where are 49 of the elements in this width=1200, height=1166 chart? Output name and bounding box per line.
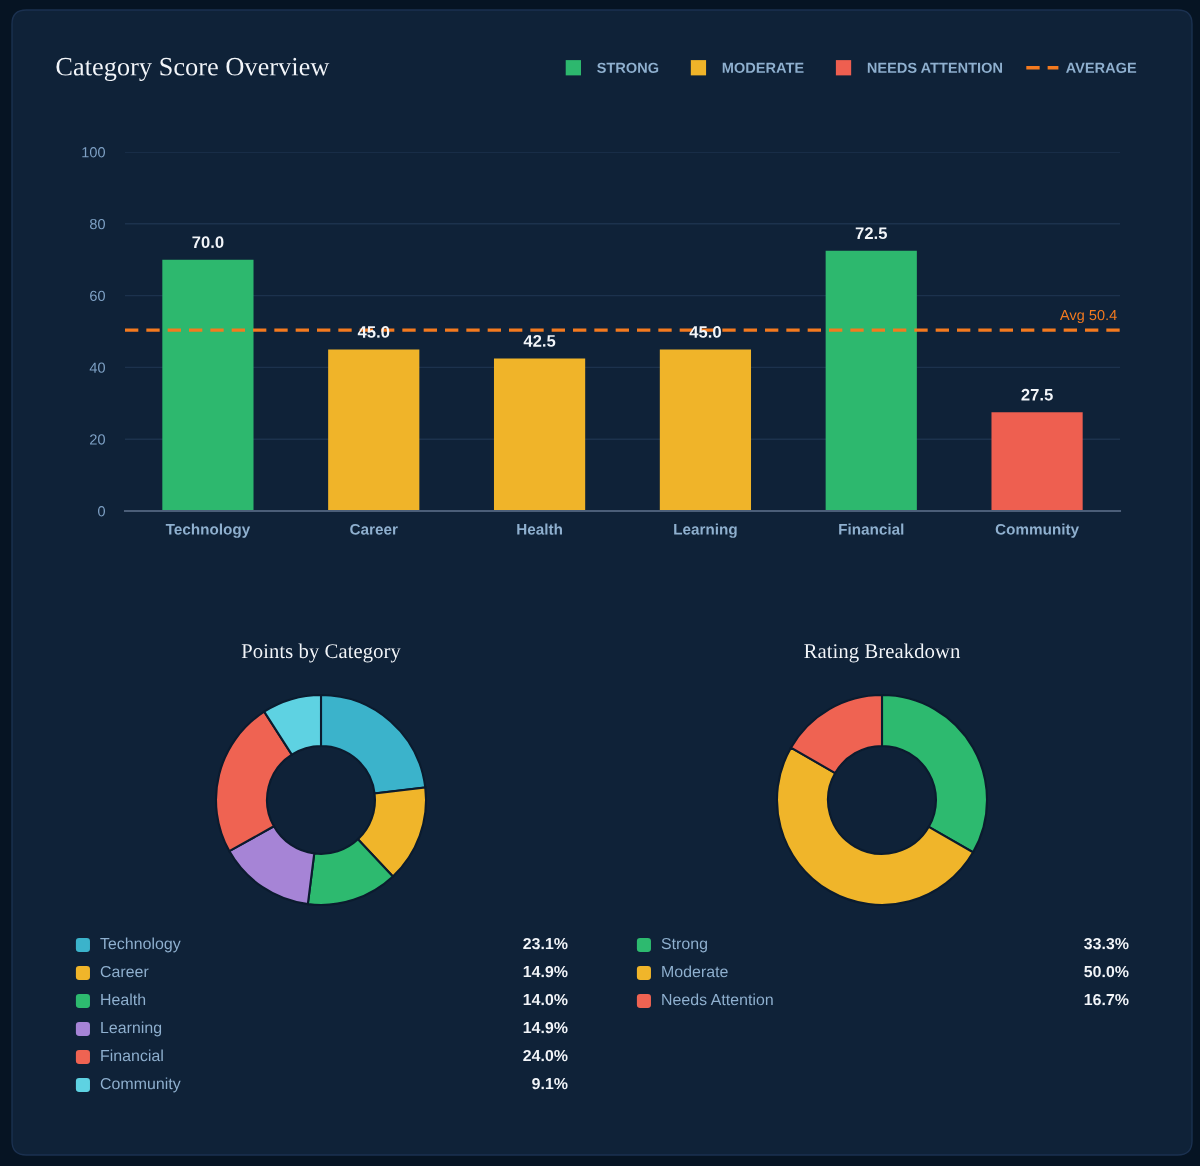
legend-label: Moderate	[662, 965, 728, 978]
data-label: 70.0	[192, 236, 224, 249]
legend-label: Technology	[100, 937, 181, 953]
legend-label: NEEDS ATTENTION	[867, 62, 1002, 73]
x-tick-label: Financial	[839, 523, 904, 535]
data-label: 24.0%	[523, 1049, 568, 1062]
legend-label: Financial	[101, 1049, 163, 1062]
y-tick-label: 20	[90, 434, 105, 445]
data-label: 14.9%	[523, 965, 568, 978]
data-label: 42.5	[523, 335, 556, 347]
data-label: 45.0	[689, 326, 721, 338]
legend-label: AVERAGE	[1066, 62, 1137, 73]
y-tick-label: 0	[98, 506, 105, 517]
x-tick-label: Community	[995, 523, 1080, 538]
data-label: 23.1%	[523, 937, 568, 950]
x-tick-label: Career	[350, 523, 398, 535]
bar	[328, 349, 420, 511]
legend-label: MODERATE	[722, 62, 804, 73]
chart-title: Category Score Overview	[56, 57, 330, 82]
annotation: Avg 50.4	[1059, 309, 1117, 324]
legend-label: Health	[101, 993, 146, 1006]
legend-label: STRONG	[597, 62, 659, 73]
legend-label: Career	[100, 965, 149, 978]
x-tick-label: Technology	[165, 523, 251, 538]
legend-label: Learning	[101, 1021, 162, 1037]
bar	[493, 358, 586, 511]
data-label: 72.5	[855, 227, 888, 240]
bar	[991, 412, 1083, 511]
y-tick-label: 40	[89, 362, 105, 373]
data-label: 9.1%	[532, 1077, 568, 1090]
x-tick-label: Health	[517, 523, 562, 535]
data-label: 50.0%	[1084, 965, 1129, 978]
chart-title: Points by Category	[241, 643, 401, 663]
data-label: 14.0%	[523, 993, 568, 1006]
legend-label: Needs Attention	[662, 993, 773, 1006]
chart-title: Rating Breakdown	[804, 643, 961, 663]
y-tick-label: 80	[89, 218, 105, 230]
data-label: 27.5	[1021, 388, 1053, 401]
y-tick-label: 60	[90, 290, 105, 302]
data-label: 33.3%	[1084, 937, 1129, 950]
legend-label: Community	[100, 1077, 181, 1093]
data-label: 16.7%	[1084, 993, 1129, 1006]
legend-label: Strong	[661, 937, 707, 953]
y-tick-label: 100	[82, 147, 105, 158]
bar	[659, 349, 752, 511]
bar	[825, 250, 917, 511]
bar	[162, 259, 254, 511]
x-tick-label: Learning	[674, 523, 737, 538]
data-label: 14.9%	[523, 1021, 568, 1034]
